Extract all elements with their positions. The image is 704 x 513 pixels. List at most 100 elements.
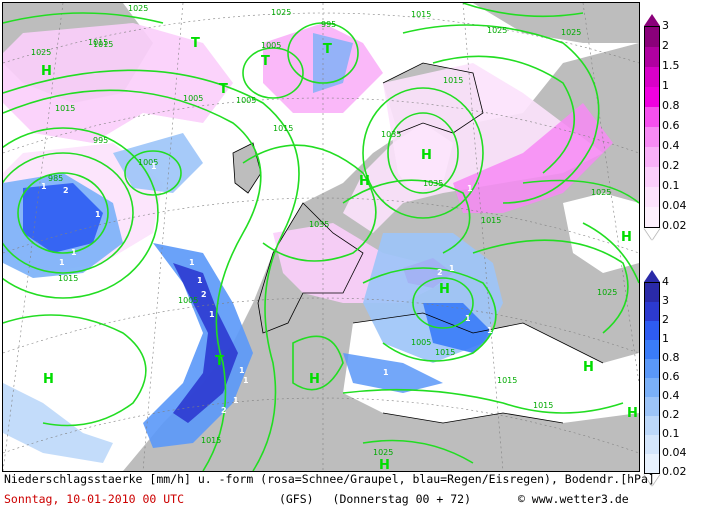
high-pressure-label: H [421, 148, 432, 163]
legend-color-segment [645, 27, 659, 47]
amount-label: 1 [487, 326, 493, 335]
isobar-label: 1015 [273, 124, 293, 133]
amount-label: 1 [239, 366, 245, 375]
isobar-label: 1015 [93, 40, 113, 49]
legend-color-segment [645, 416, 659, 435]
legend-tick-label: 2 [662, 313, 669, 326]
isobar-label: 1015 [497, 376, 517, 385]
isobar-label: 1025 [561, 28, 581, 37]
rain-area-mediterranean [343, 353, 443, 393]
legend-tick-label: 0.4 [662, 139, 680, 152]
legend-tick-label: 2 [662, 39, 669, 52]
legend-color-segment [645, 397, 659, 416]
legend-color-segment [645, 67, 659, 87]
high-pressure-label: H [583, 360, 594, 375]
legend-color-segment [645, 167, 659, 187]
amount-label: 1 [383, 368, 389, 377]
amount-label: 1 [41, 182, 47, 191]
legend-tick-label: 0.6 [662, 119, 680, 132]
amount-label: 1 [95, 210, 101, 219]
legend-color-segment [645, 378, 659, 397]
arctic-coast [473, 3, 639, 43]
isobar-label: 1035 [381, 130, 401, 139]
high-pressure-label: H [439, 282, 450, 297]
high-pressure-label: H [627, 406, 638, 421]
isobar-label: 1005 [411, 338, 431, 347]
rain-legend: 4 3 2 1 0.8 0.6 0.4 0.2 0.1 0.04 0.02 [642, 270, 702, 486]
legend-color-segment [645, 340, 659, 359]
rain-legend-top-arrow [644, 270, 660, 282]
snow-color-scale [644, 26, 660, 228]
legend-tick-label: 3 [662, 294, 669, 307]
caption-run-info: Sonntag, 10-01-2010 00 UTC (GFS) (Donner… [4, 492, 629, 506]
high-pressure-label: H [41, 64, 52, 79]
legend-color-segment [645, 454, 659, 473]
amount-label: 1 [189, 258, 195, 267]
legend-tick-label: 0.04 [662, 199, 687, 212]
isobar-label: 1025 [128, 4, 148, 13]
isobar-label: 1005 [261, 41, 281, 50]
isobar-label: 1015 [55, 104, 75, 113]
low-pressure-label: T [191, 36, 200, 51]
isobar-label: 1015 [443, 76, 463, 85]
high-pressure-label: H [379, 458, 390, 471]
rain-color-scale [644, 282, 660, 474]
legend-color-segment [645, 283, 659, 302]
legend-color-segment [645, 147, 659, 167]
forecast-lead: (Donnerstag 00 + 72) [332, 492, 471, 506]
map-canvas: 1025 1015 995 1005 1015 1025 1035 1015 1… [3, 3, 639, 471]
isobars [3, 3, 639, 471]
legend-color-segment [645, 47, 659, 67]
pressure-centers: H T T T T H H H H T H H H H H [41, 36, 638, 471]
isobar-label: 1025 [373, 448, 393, 457]
coastlines [232, 62, 604, 424]
snow-legend: 3 2 1.5 1 0.8 0.6 0.4 0.2 0.1 0.04 0.02 [642, 14, 702, 244]
rain-core-atlantic-front [173, 263, 238, 423]
isobar-label: 1005 [183, 94, 203, 103]
amount-label: 1 [151, 162, 157, 171]
isobar-label: 1025 [591, 188, 611, 197]
rain-core-atlantic-low [23, 183, 103, 253]
legend-tick-label: 0.4 [662, 389, 680, 402]
amount-label: 2 [221, 406, 227, 415]
legend-tick-label: 0.2 [662, 408, 680, 421]
legend-color-segment [645, 302, 659, 321]
copyright: © www.wetter3.de [517, 492, 629, 506]
high-pressure-label: H [43, 372, 54, 387]
legend-tick-label: 0.02 [662, 219, 687, 232]
legend-color-segment [645, 127, 659, 147]
isobar-labels: 1025 1015 995 1005 1015 1025 1035 1015 1… [31, 4, 617, 457]
amount-label: 2 [63, 186, 69, 195]
model-name: (GFS) [278, 492, 314, 506]
rain-area-southwest [3, 383, 113, 463]
isobar-label: 1025 [271, 8, 291, 17]
snow-legend-bottom-arrow [644, 228, 660, 240]
graticule [3, 3, 639, 471]
isobar-label: 985 [48, 174, 63, 183]
amount-label: 1 [59, 258, 65, 267]
legend-tick-label: 0.1 [662, 179, 680, 192]
high-pressure-label: H [621, 230, 632, 245]
legend-tick-label: 1.5 [662, 59, 680, 72]
legend-tick-label: 1 [662, 332, 669, 345]
legend-color-segment [645, 87, 659, 107]
amount-label: 2 [201, 290, 207, 299]
snow-area-greenland [3, 23, 233, 143]
snow-area-scandinavia [343, 63, 603, 233]
legend-tick-label: 0.8 [662, 351, 680, 364]
isobar-label: 1005 [178, 296, 198, 305]
snow-legend-top-arrow [644, 14, 660, 26]
amount-label: 1 [449, 264, 455, 273]
legend-tick-label: 0.6 [662, 370, 680, 383]
amount-label: 2 [495, 336, 501, 345]
isobar-label: 1035 [309, 220, 329, 229]
legend-tick-label: 0.1 [662, 427, 680, 440]
isobar-label: 1035 [423, 179, 443, 188]
legend-color-segment [645, 321, 659, 340]
amount-label: 1 [233, 396, 239, 405]
low-pressure-label: T [215, 354, 224, 369]
legend-color-segment [645, 435, 659, 454]
isobar-label: 1005 [236, 96, 256, 105]
amount-label: 1 [71, 248, 77, 257]
isobar-label: 995 [93, 136, 108, 145]
